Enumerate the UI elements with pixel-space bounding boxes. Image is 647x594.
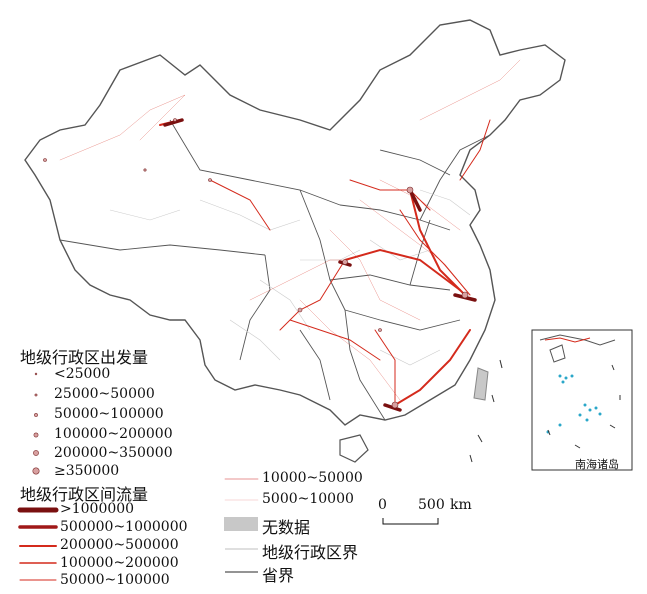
inset-hainan (549, 344, 566, 363)
inset-coast (539, 334, 616, 346)
hainan-island (339, 434, 369, 463)
legend-origin-item-3: 50000~100000 (54, 406, 164, 422)
legend-flow-symbols (17, 478, 259, 581)
legend-origin-item-4: 100000~200000 (54, 426, 173, 442)
legend-city-boundary-label: 地级行政区界 (262, 543, 359, 562)
inset-flows (544, 337, 591, 343)
legend-province-boundary-label: 省界 (262, 566, 295, 585)
legend-flow-item-3: 200000~500000 (60, 537, 179, 553)
legend-flow-title: 地级行政区间流量 (20, 485, 149, 504)
scale-bar-value: 500 (418, 497, 445, 513)
flow-lines (59, 59, 521, 412)
origin-dots (43, 118, 469, 409)
legend-nodata-swatch (224, 517, 258, 531)
legend-origin-symbols (32, 372, 40, 475)
legend-nodata-label: 无数据 (262, 518, 311, 537)
legend-origin-item-6: ≥350000 (54, 463, 120, 479)
legend-flow-item-5: 50000~100000 (60, 572, 170, 588)
legend-origin-item-2: 25000~50000 (54, 386, 155, 402)
legend-flow-item-7: 5000~10000 (262, 491, 354, 507)
legend-flow-item-4: 100000~200000 (60, 555, 179, 571)
scale-bar-unit: km (450, 497, 472, 513)
dash-lines-mainland (469, 359, 503, 463)
taiwan-island (473, 367, 489, 401)
scale-bar-line (382, 518, 439, 525)
inset-dash-lines (547, 364, 621, 449)
inset-label: 南海诸岛 (575, 458, 619, 471)
legend-flow-item-1: >1000000 (60, 501, 135, 517)
legend-flow-item-6: 10000~50000 (262, 470, 363, 486)
legend-origin-item-1: <25000 (54, 366, 111, 382)
legend-origin-title: 地级行政区出发量 (20, 348, 149, 367)
china-outline (24, 19, 566, 426)
legend-origin-item-5: 200000~350000 (54, 445, 173, 461)
inset-frame (531, 329, 633, 471)
scale-bar-zero: 0 (378, 497, 387, 513)
legend-flow-item-2: 500000~1000000 (60, 519, 188, 535)
